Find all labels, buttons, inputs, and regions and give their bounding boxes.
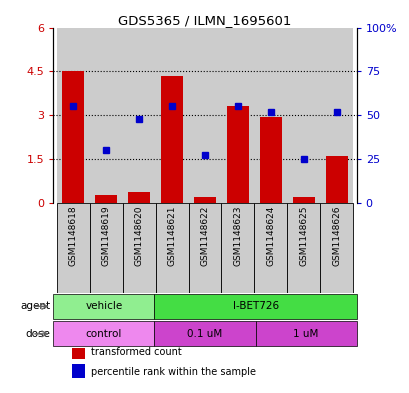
Bar bbox=[53, 321, 154, 346]
Bar bbox=[254, 202, 287, 293]
Bar bbox=[56, 202, 89, 293]
Text: GSM1148619: GSM1148619 bbox=[101, 205, 110, 266]
Bar bbox=[221, 202, 254, 293]
Bar bbox=[287, 202, 320, 293]
Bar bbox=[155, 202, 188, 293]
Text: vehicle: vehicle bbox=[85, 301, 122, 311]
Bar bbox=[128, 192, 149, 202]
Bar bbox=[320, 28, 353, 202]
Text: GSM1148622: GSM1148622 bbox=[200, 205, 209, 266]
Text: GSM1148618: GSM1148618 bbox=[68, 205, 77, 266]
Text: percentile rank within the sample: percentile rank within the sample bbox=[91, 367, 256, 376]
Text: agent: agent bbox=[20, 301, 50, 311]
Bar bbox=[320, 202, 353, 293]
Bar bbox=[292, 197, 314, 202]
Bar bbox=[122, 202, 155, 293]
Bar bbox=[154, 321, 255, 346]
Bar bbox=[89, 202, 122, 293]
Bar bbox=[326, 156, 347, 202]
Bar bbox=[260, 116, 281, 202]
Bar bbox=[89, 28, 122, 202]
Text: control: control bbox=[85, 329, 122, 339]
Text: GDS5365 / ILMN_1695601: GDS5365 / ILMN_1695601 bbox=[118, 14, 291, 27]
Bar bbox=[53, 294, 154, 319]
Text: GSM1148621: GSM1148621 bbox=[167, 205, 176, 266]
Text: I-BET726: I-BET726 bbox=[232, 301, 278, 311]
Bar bbox=[71, 345, 85, 359]
Text: 0.1 uM: 0.1 uM bbox=[187, 329, 222, 339]
Bar bbox=[56, 28, 89, 202]
Text: GSM1148623: GSM1148623 bbox=[233, 205, 242, 266]
Bar bbox=[255, 321, 356, 346]
Bar bbox=[254, 28, 287, 202]
Bar bbox=[62, 71, 83, 202]
Bar bbox=[227, 106, 248, 202]
Text: transformed count: transformed count bbox=[91, 347, 182, 357]
Bar bbox=[154, 294, 356, 319]
Text: GSM1148620: GSM1148620 bbox=[134, 205, 143, 266]
Text: dose: dose bbox=[25, 329, 50, 339]
Text: GSM1148625: GSM1148625 bbox=[299, 205, 308, 266]
Bar bbox=[95, 195, 117, 202]
Text: GSM1148624: GSM1148624 bbox=[266, 205, 275, 266]
Bar bbox=[221, 28, 254, 202]
Bar bbox=[71, 364, 85, 378]
Bar bbox=[194, 197, 215, 202]
Bar bbox=[161, 75, 182, 202]
Bar bbox=[188, 28, 221, 202]
Bar bbox=[122, 28, 155, 202]
Text: GSM1148626: GSM1148626 bbox=[332, 205, 341, 266]
Text: 1 uM: 1 uM bbox=[293, 329, 318, 339]
Bar bbox=[287, 28, 320, 202]
Bar bbox=[188, 202, 221, 293]
Bar bbox=[155, 28, 188, 202]
